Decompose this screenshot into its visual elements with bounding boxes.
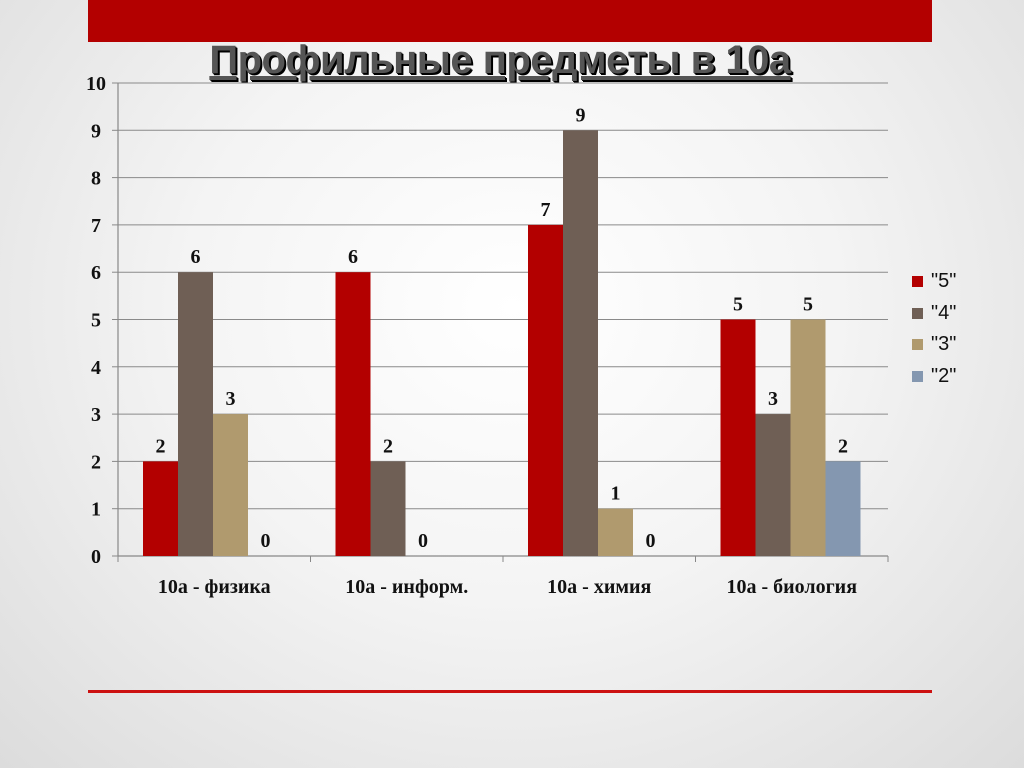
data-label: 5 bbox=[733, 294, 743, 316]
y-tick-label: 3 bbox=[91, 404, 101, 426]
slide-title: Профильные предметы в 10а bbox=[209, 38, 791, 82]
chart-legend: "5" "4" "3" "2" bbox=[912, 266, 956, 392]
y-tick-label: 7 bbox=[91, 215, 101, 237]
legend-item: "5" bbox=[912, 266, 956, 298]
y-tick-label: 5 bbox=[91, 310, 101, 332]
bottom-divider-line bbox=[88, 690, 932, 693]
y-tick-label: 4 bbox=[91, 357, 101, 379]
bar bbox=[598, 508, 633, 556]
legend-label: "5" bbox=[931, 270, 957, 293]
x-tick-label: 10а - химия bbox=[547, 576, 651, 598]
data-label: 1 bbox=[611, 483, 621, 505]
x-tick-label: 10а - информ. bbox=[345, 576, 468, 598]
bar bbox=[563, 130, 598, 557]
data-label: 7 bbox=[541, 199, 551, 221]
legend-item: "3" bbox=[912, 329, 956, 361]
legend-label: "4" bbox=[931, 301, 957, 324]
data-label: 6 bbox=[191, 246, 201, 268]
legend-swatch bbox=[912, 307, 923, 319]
data-label: 3 bbox=[768, 388, 778, 410]
bar bbox=[143, 461, 178, 556]
y-tick-label: 6 bbox=[91, 262, 101, 284]
legend-label: "2" bbox=[931, 364, 957, 387]
y-tick-label: 2 bbox=[91, 451, 101, 473]
bar bbox=[370, 461, 406, 556]
bar bbox=[755, 414, 791, 556]
data-label: 6 bbox=[348, 246, 358, 268]
legend-item: "4" bbox=[912, 298, 956, 330]
bar bbox=[335, 272, 371, 556]
legend-swatch bbox=[912, 370, 923, 382]
y-tick-label: 10 bbox=[86, 73, 106, 95]
data-label: 0 bbox=[418, 530, 428, 552]
bar bbox=[528, 224, 563, 556]
bar bbox=[178, 272, 213, 556]
y-tick-label: 0 bbox=[91, 546, 101, 568]
data-label: 0 bbox=[261, 530, 271, 552]
legend-swatch bbox=[912, 276, 923, 288]
bar bbox=[720, 319, 756, 556]
x-tick-label: 10а - физика bbox=[158, 576, 271, 598]
y-tick-label: 1 bbox=[91, 499, 101, 521]
bar bbox=[790, 319, 826, 556]
x-tick-label: 10а - биология bbox=[726, 576, 857, 598]
legend-swatch bbox=[912, 339, 923, 351]
bar bbox=[825, 461, 861, 556]
data-label: 5 bbox=[803, 294, 813, 316]
data-label: 9 bbox=[576, 104, 586, 126]
top-accent-bar bbox=[88, 0, 932, 42]
data-label: 2 bbox=[383, 435, 393, 457]
bar bbox=[213, 414, 248, 556]
data-label: 2 bbox=[838, 435, 848, 457]
legend-label: "3" bbox=[931, 333, 957, 356]
y-tick-label: 8 bbox=[91, 168, 101, 190]
y-tick-label: 9 bbox=[91, 120, 101, 142]
data-label: 3 bbox=[226, 388, 236, 410]
data-label: 2 bbox=[156, 435, 166, 457]
legend-item: "2" bbox=[912, 361, 956, 393]
data-label: 0 bbox=[646, 530, 656, 552]
